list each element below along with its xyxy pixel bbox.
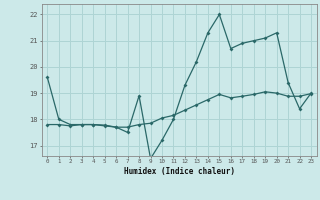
X-axis label: Humidex (Indice chaleur): Humidex (Indice chaleur) <box>124 167 235 176</box>
